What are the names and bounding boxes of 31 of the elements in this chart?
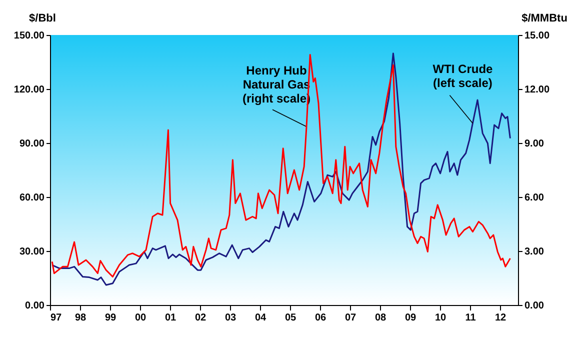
x-tick-label: 12 xyxy=(494,312,506,324)
y-axis-title: $/Bbl xyxy=(29,12,56,24)
y2-tick-label: 6.00 xyxy=(524,192,544,204)
x-tick-label: 99 xyxy=(104,312,116,324)
y-tick-label: 60.00 xyxy=(19,192,45,204)
y-tick-label: 0.00 xyxy=(25,300,45,312)
x-tick-label: 05 xyxy=(284,312,296,324)
y2-tick-label: 0.00 xyxy=(524,300,544,312)
x-tick-label: 97 xyxy=(50,312,62,324)
y-tick-label: 120.00 xyxy=(14,84,45,96)
x-tick-label: 00 xyxy=(134,312,146,324)
y-tick-label: 30.00 xyxy=(19,246,45,258)
annotation: WTI Crude (left scale) xyxy=(432,62,494,90)
x-tick-label: 10 xyxy=(434,312,446,324)
y-tick-label: 150.00 xyxy=(14,30,45,42)
y2-tick-label: 3.00 xyxy=(524,246,544,258)
x-tick-label: 03 xyxy=(224,312,236,324)
x-tick-label: 08 xyxy=(374,312,386,324)
x-tick-label: 09 xyxy=(404,312,416,324)
x-tick-label: 07 xyxy=(344,312,356,324)
y2-tick-label: 12.00 xyxy=(524,84,550,96)
y2-tick-label: 9.00 xyxy=(524,138,544,150)
x-tick-label: 01 xyxy=(164,312,176,324)
y2-tick-label: 15.00 xyxy=(524,30,550,42)
x-tick-label: 06 xyxy=(314,312,326,324)
x-tick-label: 11 xyxy=(465,312,476,324)
x-tick-label: 98 xyxy=(74,312,86,324)
x-tick-label: 04 xyxy=(254,312,266,324)
x-tick-label: 02 xyxy=(194,312,206,324)
y-tick-label: 90.00 xyxy=(19,138,45,150)
y2-axis-title: $/MMBtu xyxy=(522,12,568,24)
